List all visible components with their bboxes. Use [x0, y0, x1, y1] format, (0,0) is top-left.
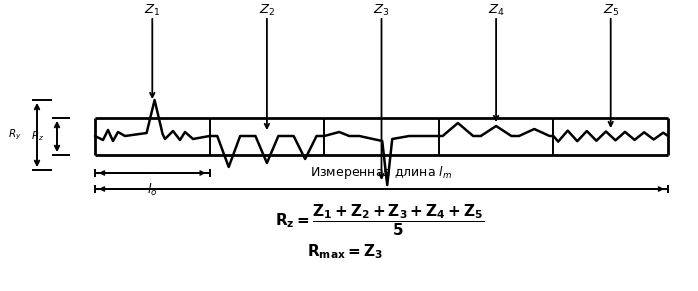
- Text: Измеренная длина $l_m$: Измеренная длина $l_m$: [311, 164, 452, 181]
- Text: $\mathbf{R_{max} = Z_3}$: $\mathbf{R_{max} = Z_3}$: [307, 243, 383, 261]
- Text: $R_y$: $R_y$: [8, 128, 22, 142]
- Text: $Z_4$: $Z_4$: [488, 2, 505, 17]
- Text: $l_o$: $l_o$: [147, 182, 158, 198]
- Text: $Z_3$: $Z_3$: [373, 2, 389, 17]
- Text: $\mathbf{R_z = \dfrac{Z_1 + Z_2 + Z_3 + Z_4 + Z_5}{5}}$: $\mathbf{R_z = \dfrac{Z_1 + Z_2 + Z_3 + …: [275, 202, 485, 238]
- Text: $R_z$: $R_z$: [31, 129, 44, 143]
- Text: $Z_1$: $Z_1$: [144, 2, 161, 17]
- Text: $Z_2$: $Z_2$: [259, 2, 275, 17]
- Text: $Z_5$: $Z_5$: [602, 2, 619, 17]
